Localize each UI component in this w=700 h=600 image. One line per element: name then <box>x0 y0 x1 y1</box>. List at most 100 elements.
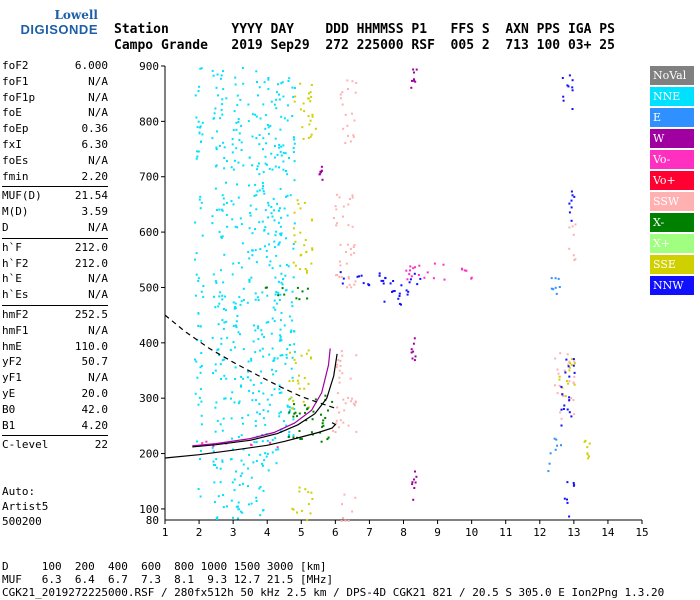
echo-point <box>292 418 295 421</box>
echo-point <box>257 299 260 301</box>
echo-point <box>567 85 570 88</box>
echo-point <box>300 437 303 440</box>
echo-point <box>200 67 203 70</box>
echo-point <box>273 156 276 159</box>
echo-point <box>311 218 313 221</box>
echo-point <box>309 357 312 360</box>
param-row: foEs N/A <box>2 153 108 169</box>
echo-point <box>280 339 283 342</box>
echo-point <box>221 459 224 462</box>
echo-point <box>311 498 314 500</box>
param-name: M(D) <box>2 205 29 219</box>
echo-point <box>279 207 281 210</box>
echo-point <box>248 156 251 159</box>
echo-point <box>259 248 262 251</box>
echo-point <box>234 76 237 79</box>
echo-point <box>268 243 271 246</box>
echo-point <box>322 424 325 427</box>
echo-point <box>321 178 324 181</box>
echo-point <box>307 503 310 506</box>
echo-point <box>461 268 464 271</box>
echo-point <box>286 119 289 122</box>
echo-point <box>567 382 570 385</box>
echo-point <box>258 173 261 176</box>
echo-point <box>567 365 570 368</box>
echo-point <box>256 190 259 193</box>
echo-point <box>278 392 281 394</box>
echo-point <box>274 437 277 440</box>
echo-point <box>292 227 295 230</box>
echo-point <box>241 417 244 419</box>
echo-point <box>239 217 242 220</box>
echo-point <box>286 214 289 217</box>
echo-point <box>564 371 567 374</box>
echo-point <box>223 308 225 310</box>
echo-point <box>303 201 306 204</box>
echo-point <box>214 165 217 168</box>
echo-point <box>255 115 258 118</box>
echo-point <box>312 410 315 413</box>
echo-point <box>410 351 413 354</box>
param-value: 4.20 <box>81 418 109 432</box>
echo-point <box>292 261 295 264</box>
echo-point <box>262 392 265 395</box>
param-name: D <box>2 220 9 234</box>
legend: NoVal NNE E W Vo- Vo+ SSW X- X+ SSE NNW <box>650 66 694 297</box>
echo-point <box>409 269 411 272</box>
echo-point <box>259 514 262 517</box>
echo-point <box>310 84 313 86</box>
echo-point <box>279 293 282 296</box>
echo-point <box>568 74 571 77</box>
echo-point <box>214 107 217 110</box>
echo-point <box>262 409 265 412</box>
echo-point <box>251 113 254 116</box>
echo-point <box>274 308 277 311</box>
param-row: B1 4.20 <box>2 418 108 434</box>
echo-point <box>215 146 218 149</box>
echo-point <box>231 481 234 484</box>
echo-point <box>286 173 289 176</box>
echo-point <box>339 365 342 367</box>
echo-point <box>413 337 416 340</box>
echo-point <box>411 483 414 486</box>
echo-point <box>225 201 228 204</box>
echo-point <box>303 387 306 390</box>
echo-point <box>345 262 348 265</box>
param-value: N/A <box>88 371 108 385</box>
param-value: N/A <box>88 90 108 104</box>
echo-point <box>237 118 240 120</box>
param-value: N/A <box>88 220 108 234</box>
echo-point <box>230 499 233 502</box>
echo-point <box>234 225 237 228</box>
echo-point <box>349 377 352 380</box>
echo-point <box>230 200 233 203</box>
echo-point <box>201 121 204 124</box>
curve-trace-x <box>192 353 338 448</box>
echo-point <box>255 137 258 140</box>
param-row: B0 42.0 <box>2 402 108 418</box>
param-value: N/A <box>88 153 108 167</box>
echo-point <box>293 330 295 333</box>
echo-point <box>200 141 202 143</box>
echo-point <box>277 294 280 297</box>
param-name: B0 <box>2 402 16 416</box>
echo-point <box>289 397 292 400</box>
legend-item: X- <box>650 213 694 232</box>
echo-point <box>258 403 261 405</box>
echo-point <box>242 448 245 451</box>
echo-point <box>233 159 236 162</box>
echo-point <box>247 120 250 123</box>
echo-point <box>335 274 337 277</box>
echo-point <box>419 277 422 280</box>
echo-point <box>274 165 277 168</box>
echo-point <box>463 269 466 272</box>
echo-point <box>358 275 361 278</box>
echo-point <box>571 89 574 92</box>
echo-point <box>198 131 201 134</box>
echo-point <box>336 274 339 276</box>
echo-point <box>288 434 291 436</box>
echo-point <box>408 281 411 284</box>
echo-point <box>218 208 221 211</box>
echo-point <box>355 430 358 433</box>
echo-point <box>220 342 223 345</box>
